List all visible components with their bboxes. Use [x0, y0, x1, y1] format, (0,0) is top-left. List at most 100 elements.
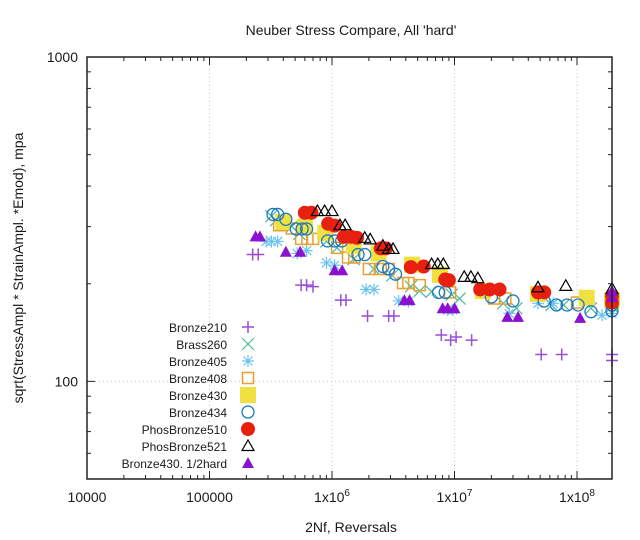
- data-point: [275, 213, 292, 230]
- data-point: [574, 311, 587, 323]
- data-point: [596, 309, 609, 322]
- data-point: [403, 260, 418, 275]
- data-point: [555, 348, 568, 361]
- data-point: [413, 278, 426, 292]
- data-point: [531, 297, 544, 310]
- legend-item: PhosBronze521: [142, 438, 256, 454]
- legend-item: Bronze405: [169, 355, 254, 369]
- data-point: [265, 235, 278, 248]
- data-point: [512, 310, 525, 322]
- data-point: [435, 328, 448, 341]
- data-point: [560, 298, 574, 312]
- data-point: [363, 232, 378, 245]
- legend-label: Bronze405: [169, 355, 227, 369]
- legend-label: Bronze430. 1/2hard: [122, 457, 227, 471]
- data-point: [506, 294, 520, 308]
- data-point: [386, 241, 401, 255]
- legend-label: Bronze434: [169, 406, 227, 420]
- data-point: [367, 283, 380, 296]
- data-point: [358, 247, 372, 262]
- data-point: [328, 264, 341, 276]
- tick-labels: 10000 100000 1x106 1x107 1x108 1000 100: [47, 49, 596, 505]
- legend-label: Brass260: [176, 338, 227, 352]
- data-point: [463, 269, 478, 282]
- legend-item: Bronze430. 1/2hard: [122, 457, 254, 471]
- data-point: [374, 262, 388, 276]
- data-point: [271, 207, 285, 222]
- data-point: [266, 207, 280, 222]
- legend-item: Bronze408: [169, 371, 255, 386]
- data-point: [252, 248, 265, 261]
- y-tick-label: 1000: [47, 49, 78, 65]
- data-point: [320, 256, 333, 269]
- legend-marker: [242, 355, 254, 367]
- legend-label: Bronze210: [169, 321, 227, 335]
- data-point: [431, 285, 446, 300]
- legend-item: Bronze434: [169, 405, 255, 420]
- axis-ticks: [86, 56, 612, 479]
- data-point: [547, 297, 560, 310]
- data-point: [300, 244, 313, 257]
- data-point: [338, 217, 353, 231]
- series-phosbronze521: [310, 203, 620, 294]
- chart-title: Neuber Stress Compare, All 'hard': [246, 22, 457, 38]
- data-point: [296, 218, 313, 235]
- legend-marker: [241, 405, 255, 419]
- legend-item: PhosBronze510: [142, 422, 255, 437]
- data-point: [375, 238, 390, 251]
- data-point: [558, 278, 573, 291]
- data-point: [361, 310, 374, 323]
- data-point: [571, 298, 585, 312]
- legend-item: Bronze210: [169, 321, 254, 335]
- data-point: [584, 305, 598, 319]
- x-tick-label: 1x108: [559, 488, 595, 505]
- data-point: [535, 348, 548, 361]
- data-point: [330, 241, 344, 255]
- x-tick-label: 1x106: [314, 488, 350, 505]
- data-point: [557, 298, 571, 312]
- data-point: [360, 283, 373, 296]
- legend-marker: [240, 387, 256, 403]
- x-axis-label: 2Nf, Reversals: [305, 519, 397, 535]
- legend-label: Bronze430: [169, 389, 227, 403]
- legend-marker: [241, 337, 255, 351]
- data-point: [530, 280, 546, 293]
- data-point: [339, 294, 352, 307]
- data-point: [501, 310, 514, 322]
- data-point: [289, 222, 303, 236]
- data-point: [350, 230, 365, 245]
- data-point: [300, 279, 313, 292]
- legend-marker: [240, 438, 256, 452]
- data-point: [441, 273, 456, 288]
- legend-marker: [241, 371, 255, 385]
- data-point: [448, 302, 461, 314]
- legend-item: Brass260: [176, 337, 255, 352]
- legend: Bronze210 Brass260 Bronze405 Bronze408 Bronz…: [122, 321, 256, 471]
- data-point: [482, 282, 497, 297]
- data-point: [336, 264, 349, 276]
- data-point: [310, 203, 325, 217]
- data-point: [362, 262, 376, 276]
- legend-label: PhosBronze510: [142, 423, 228, 437]
- data-point: [320, 234, 335, 248]
- data-point: [279, 212, 293, 226]
- data-point: [279, 245, 292, 257]
- series-bronze210: [246, 248, 618, 367]
- data-point: [465, 334, 478, 347]
- data-point: [503, 307, 516, 320]
- x-tick-label: 10000: [68, 489, 107, 505]
- data-point: [294, 245, 307, 257]
- data-point: [253, 230, 266, 242]
- y-tick-label: 100: [55, 373, 79, 389]
- legend-marker: [242, 321, 254, 333]
- data-point: [388, 267, 403, 281]
- grid-lines: [87, 57, 612, 479]
- legend-item: Bronze430: [169, 387, 256, 403]
- data-point: [299, 222, 314, 236]
- data-point: [403, 294, 416, 306]
- legend-label: Bronze408: [169, 372, 227, 386]
- data-point: [450, 331, 463, 344]
- data-point: [509, 301, 523, 315]
- data-point: [436, 256, 451, 270]
